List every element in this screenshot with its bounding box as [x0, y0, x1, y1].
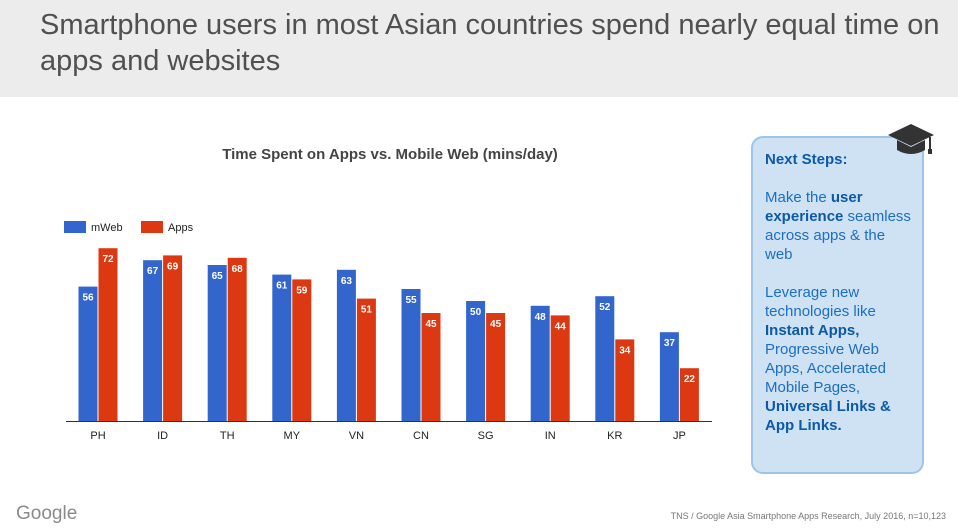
data-label-apps-th: 68: [232, 264, 244, 275]
x-tick-label: JP: [673, 430, 686, 442]
x-tick-label: ID: [157, 430, 168, 442]
x-tick-label: KR: [607, 430, 622, 442]
header-banner: Smartphone users in most Asian countries…: [0, 0, 958, 97]
bar-mweb-id: [143, 260, 163, 421]
data-label-apps-cn: 45: [425, 319, 437, 330]
x-tick-label: SG: [478, 430, 494, 442]
legend-label-apps: Apps: [168, 222, 194, 234]
data-label-mweb-vn: 63: [341, 276, 353, 287]
chart-title: Time Spent on Apps vs. Mobile Web (mins/…: [222, 146, 558, 163]
data-label-mweb-kr: 52: [599, 302, 611, 313]
x-tick-label: IN: [545, 430, 556, 442]
data-label-apps-in: 44: [555, 321, 567, 332]
bar-apps-kr: [615, 339, 635, 421]
x-tick-label: CN: [413, 430, 429, 442]
bar-apps-in: [550, 315, 570, 421]
data-label-mweb-th: 65: [212, 271, 224, 282]
google-logo: Google: [16, 503, 78, 524]
legend-swatch-mweb: [64, 221, 86, 233]
data-label-mweb-sg: 50: [470, 307, 482, 318]
bar-apps-vn: [356, 298, 376, 421]
data-label-apps-sg: 45: [490, 319, 502, 330]
data-label-mweb-ph: 56: [82, 293, 94, 304]
next-steps-item-1: Make the user experience seamless across…: [765, 189, 911, 263]
data-label-apps-id: 69: [167, 261, 179, 272]
bar-mweb-sg: [466, 301, 486, 421]
source-note: TNS / Google Asia Smartphone Apps Resear…: [670, 511, 946, 521]
x-tick-label: VN: [349, 430, 364, 442]
bar-mweb-cn: [401, 289, 421, 421]
bar-chart: mWeb Apps 56 72 PH 67 69 ID 65 68 TH 61 59 MY 63 51 VN 55…: [64, 221, 712, 442]
graduation-cap-icon: [888, 124, 934, 154]
data-label-apps-jp: 22: [684, 374, 696, 385]
bar-mweb-vn: [336, 269, 356, 421]
data-label-mweb-in: 48: [535, 312, 547, 323]
bar-apps-cn: [421, 313, 441, 421]
data-label-mweb-jp: 37: [664, 338, 676, 349]
bar-mweb-jp: [659, 332, 679, 421]
bar-mweb-th: [207, 265, 227, 421]
bar-apps-ph: [98, 248, 118, 421]
x-tick-label: TH: [220, 430, 235, 442]
data-label-apps-vn: 51: [361, 305, 373, 316]
legend-label-mweb: mWeb: [91, 222, 123, 234]
bar-apps-id: [163, 255, 183, 421]
bar-mweb-in: [530, 305, 550, 421]
bar-apps-th: [227, 257, 247, 421]
next-steps-heading: Next Steps:: [765, 151, 848, 168]
data-label-apps-my: 59: [296, 285, 308, 296]
data-label-mweb-id: 67: [147, 266, 159, 277]
bar-mweb-my: [272, 274, 292, 421]
legend-swatch-apps: [141, 221, 163, 233]
next-steps-panel: Next Steps: Make the user experience sea…: [751, 136, 924, 474]
next-steps-item-2: Leverage new technologies like Instant A…: [765, 284, 891, 434]
next-steps-text: Next Steps: Make the user experience sea…: [765, 150, 915, 454]
data-label-mweb-cn: 55: [405, 295, 417, 306]
data-label-apps-ph: 72: [102, 254, 114, 265]
bar-apps-jp: [679, 368, 699, 421]
x-tick-label: PH: [90, 430, 105, 442]
page-title: Smartphone users in most Asian countries…: [40, 9, 940, 77]
x-tick-label: MY: [284, 430, 301, 442]
data-label-apps-kr: 34: [619, 345, 631, 356]
bar-mweb-ph: [78, 286, 98, 421]
data-label-mweb-my: 61: [276, 281, 288, 292]
bar-mweb-kr: [595, 296, 615, 421]
bar-apps-sg: [486, 313, 506, 421]
bar-apps-my: [292, 279, 312, 421]
